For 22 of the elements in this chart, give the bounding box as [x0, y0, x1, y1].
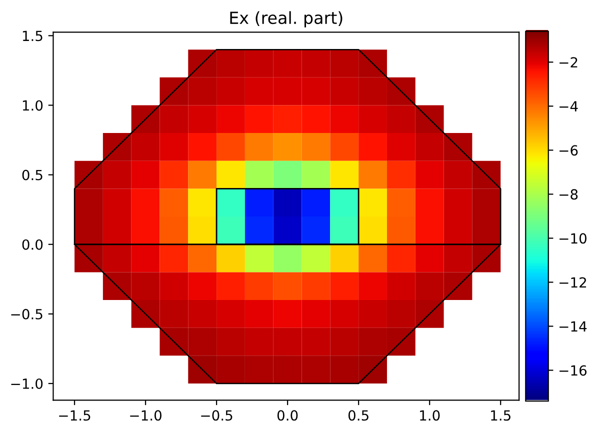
color-bar-label: −4 [560, 101, 578, 112]
color-bar-label: −2 [560, 57, 578, 68]
y-tick-label: 0.5 [22, 170, 42, 180]
color-bar-label: −14 [560, 321, 587, 332]
y-tick-label: −1.0 [11, 378, 43, 389]
color-bar-label: −8 [560, 189, 578, 200]
chart-title: Ex (real. part) [230, 11, 342, 28]
x-tick-label: −1.0 [130, 410, 162, 421]
x-tick-label: 1.0 [420, 410, 440, 421]
color-bar-label: −16 [560, 365, 587, 376]
x-tick-label: 0.0 [277, 410, 298, 421]
y-tick-label: 1.5 [22, 30, 42, 42]
color-bar-label: −12 [560, 277, 586, 288]
x-tick-label: −1.5 [59, 410, 90, 421]
y-tick-label: −0.5 [11, 308, 42, 320]
x-tick-label: 0.5 [348, 410, 368, 421]
y-tick-label: 0.0 [22, 239, 43, 250]
x-tick-label: 1.5 [491, 410, 510, 421]
color-bar-label: −6 [560, 145, 578, 156]
color-bar-label: −10 [560, 233, 586, 244]
y-tick-label: 1.0 [22, 100, 43, 111]
x-tick-label: −0.5 [201, 410, 232, 421]
